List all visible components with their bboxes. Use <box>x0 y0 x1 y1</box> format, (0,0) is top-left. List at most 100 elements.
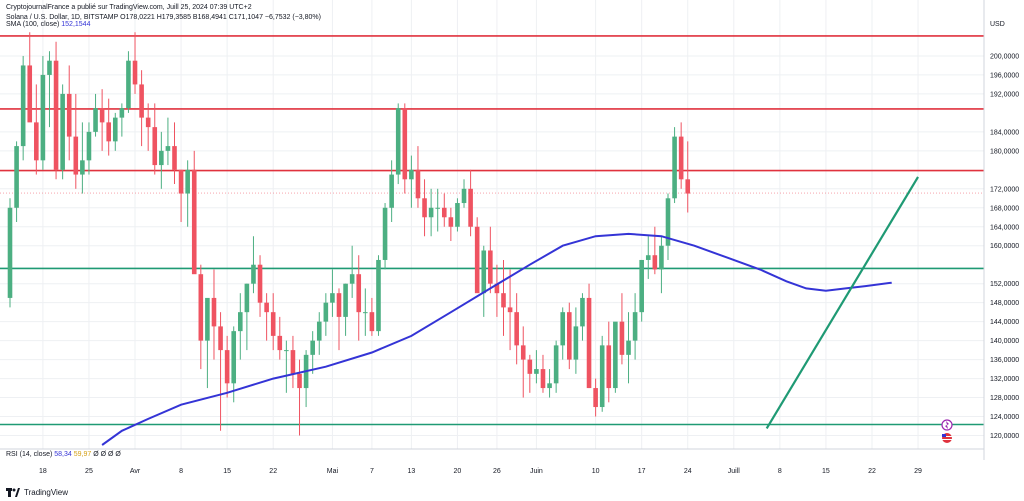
candle-body <box>369 312 375 332</box>
candle-body <box>402 108 408 180</box>
time-tick-label: Juill <box>728 468 741 475</box>
candle-body <box>27 65 33 123</box>
candle-body <box>672 136 677 199</box>
price-tick-label: 160,0000 <box>990 243 1019 250</box>
time-tick-label: 15 <box>822 468 830 475</box>
candle-body <box>534 369 539 374</box>
price-tick-label: 200,0000 <box>990 53 1019 60</box>
lightning-event-glyph <box>945 421 949 429</box>
price-tick-label: 164,0000 <box>990 224 1019 231</box>
candle-body <box>191 169 197 275</box>
candle-body <box>172 146 177 170</box>
candle-body <box>119 108 125 118</box>
candle-body <box>593 388 598 408</box>
horizontal-levels: 204,2208188,8407175,8369155,2044122,3221… <box>0 30 1023 430</box>
candle-body <box>626 340 631 355</box>
price-axis: 200,0000 196,0000 192,0000 184,0000 180,0000… <box>983 0 1024 501</box>
time-tick-label: 8 <box>778 468 782 475</box>
tradingview-brand: TradingView <box>24 487 69 497</box>
candle-body <box>66 93 72 137</box>
time-tick-label: 13 <box>407 468 415 475</box>
sma-label: SMA (100, close) <box>6 21 60 28</box>
candle-body <box>178 169 184 194</box>
tradingview-logo-icon <box>6 487 20 497</box>
candle-body <box>198 274 204 341</box>
candle-body <box>86 131 92 161</box>
candle-body <box>665 198 671 246</box>
rsi-label: RSI (14, close) <box>6 451 53 458</box>
time-tick-label: 22 <box>269 468 277 475</box>
candle-body <box>527 359 533 374</box>
tradingview-logo[interactable]: TradingView <box>6 486 68 498</box>
time-tick-label: 26 <box>493 468 501 475</box>
candle-body <box>448 217 454 227</box>
candle-body <box>639 259 644 313</box>
chart-header: CryptojournalFrance a publié sur Trading… <box>6 4 252 11</box>
candle-body <box>560 312 566 346</box>
candle-body <box>257 264 263 303</box>
price-tick-label: 152,0000 <box>990 281 1019 288</box>
candle-body <box>441 207 447 218</box>
us-flag-stripe <box>942 439 952 440</box>
price-tick-label: 184,0000 <box>990 129 1019 136</box>
candle-body <box>112 117 118 142</box>
candle-body <box>139 84 144 118</box>
candle-body <box>264 302 269 313</box>
candle-body <box>632 312 638 341</box>
candle-body <box>501 293 506 308</box>
sma-line <box>101 232 892 446</box>
candle-body <box>540 369 546 389</box>
candle-body <box>652 255 658 270</box>
time-tick-label: Mai <box>327 468 339 475</box>
candle-body <box>659 245 664 270</box>
candle-body <box>349 274 355 284</box>
candle-body <box>580 297 585 327</box>
candle-body <box>507 307 513 313</box>
candle-body <box>520 345 526 360</box>
candle-body <box>34 122 39 161</box>
candle-body <box>415 169 421 199</box>
candle-body <box>284 350 289 352</box>
candle-body <box>165 146 171 151</box>
candle-body <box>567 312 572 360</box>
candle-body <box>488 250 493 284</box>
candlesticks <box>7 32 691 436</box>
candle-body <box>461 188 467 204</box>
price-axis-panel <box>984 0 1024 501</box>
candle-body <box>145 117 151 128</box>
trendline <box>765 176 919 429</box>
candle-body <box>376 259 381 332</box>
event-icons <box>941 419 953 443</box>
candle-body <box>455 203 460 227</box>
time-tick-label: 18 <box>39 468 47 475</box>
candle-body <box>205 297 210 341</box>
time-tick-label: 22 <box>868 468 876 475</box>
candle-body <box>428 207 434 218</box>
candle-body <box>323 302 329 322</box>
candle-body <box>356 274 362 313</box>
price-tick-label: 132,0000 <box>990 376 1019 383</box>
candle-body <box>336 293 342 317</box>
candle-body <box>277 335 283 351</box>
candle-body <box>330 293 335 303</box>
candle-body <box>422 198 427 218</box>
time-tick-label: 15 <box>223 468 231 475</box>
candle-body <box>547 383 552 389</box>
candle-body <box>185 169 190 194</box>
candle-body <box>132 60 138 85</box>
candle-body <box>211 297 217 327</box>
time-tick-label: 25 <box>85 468 93 475</box>
candle-body <box>152 127 158 166</box>
candle-body <box>297 373 302 389</box>
rsi-extra: Ø Ø Ø Ø <box>93 451 121 458</box>
candle-body <box>47 60 52 75</box>
candle-body <box>93 108 98 132</box>
time-tick-label: 7 <box>370 468 374 475</box>
candle-body <box>231 331 237 384</box>
candle-body <box>224 350 230 384</box>
time-tick-label: 8 <box>179 468 183 475</box>
candle-body <box>99 108 105 123</box>
time-tick-label: Avr <box>130 468 141 475</box>
